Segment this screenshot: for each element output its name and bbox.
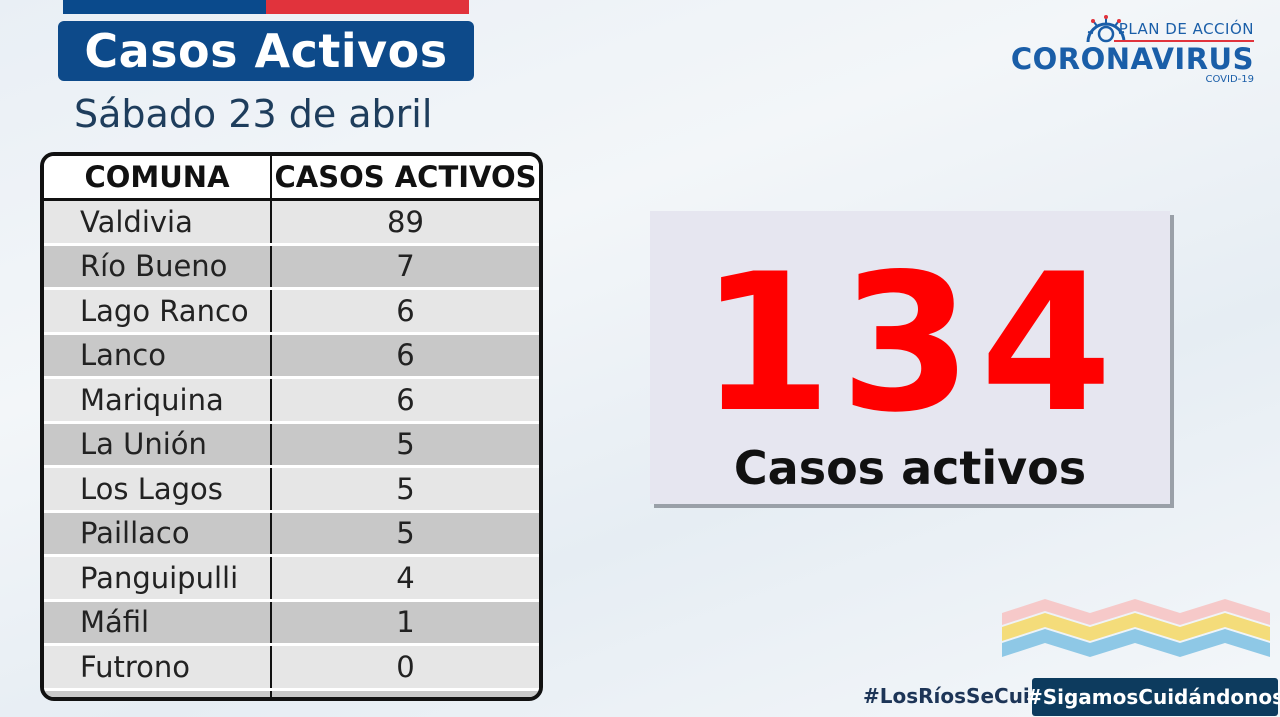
hashtag-sigamos: #SigamosCuidándonos — [1026, 678, 1280, 716]
cases-table-container: COMUNA CASOS ACTIVOS Valdivia 89 Río Bueno… — [40, 152, 543, 701]
casos-cell: 89 — [271, 199, 539, 246]
page-title: Casos Activos — [84, 24, 448, 78]
table-row: Máfil 1 — [44, 600, 539, 646]
title-banner: Casos Activos — [58, 21, 474, 81]
table-row: Corral0 — [44, 689, 539, 697]
table-row: Lago Ranco 6 — [44, 288, 539, 335]
total-active-cases: 134 — [699, 233, 1121, 454]
table-body: Valdivia 89 Río Bueno 7 Lago Ranco 6 Lanco 6 Mar… — [44, 199, 539, 697]
flag-bar — [63, 0, 469, 14]
date-subtitle: Sábado 23 de abril — [74, 92, 433, 136]
table-header-row: COMUNA CASOS ACTIVOS — [44, 156, 539, 201]
comuna-cell: Lago Ranco — [44, 288, 272, 335]
table-row: Río Bueno 7 — [44, 244, 539, 290]
coronavirus-logo: PLAN DE ACCIÓN CORONAVIRUS COVID-19 — [1011, 14, 1254, 85]
hashtag-los-rios: #LosRíosSeCuida — [863, 684, 1058, 708]
table-row: Mariquina 6 — [44, 377, 539, 424]
flag-blue-stripe — [63, 0, 266, 14]
comuna-cell: Río Bueno — [44, 244, 272, 290]
comuna-cell: Los Lagos — [44, 466, 272, 513]
logo-plan-text: PLAN DE ACCIÓN — [1118, 20, 1254, 38]
cases-table: COMUNA CASOS ACTIVOS Valdivia 89 Río Bueno… — [44, 156, 539, 697]
total-label: Casos activos — [733, 441, 1087, 495]
casos-cell: 5 — [271, 422, 539, 468]
column-header-comuna: COMUNA — [44, 156, 272, 201]
logo-divider — [1114, 40, 1254, 42]
regional-waves-graphic — [1002, 599, 1270, 657]
casos-cell: 0 — [271, 689, 539, 697]
table-row: La Unión 5 — [44, 422, 539, 468]
casos-cell: 6 — [271, 333, 539, 379]
comuna-cell: Paillaco — [44, 511, 272, 557]
table-row: Paillaco 5 — [44, 511, 539, 557]
casos-cell: 5 — [271, 466, 539, 513]
casos-cell: 6 — [271, 288, 539, 335]
casos-cell: 6 — [271, 377, 539, 424]
comuna-cell: La Unión — [44, 422, 272, 468]
table-row: Panguipulli 4 — [44, 555, 539, 602]
comuna-cell: Panguipulli — [44, 555, 272, 602]
comuna-cell: Lanco — [44, 333, 272, 379]
table-row: Lanco 6 — [44, 333, 539, 379]
casos-cell: 5 — [271, 511, 539, 557]
casos-cell: 4 — [271, 555, 539, 602]
flag-red-stripe — [266, 0, 469, 14]
comuna-cell: Futrono — [44, 644, 272, 691]
casos-cell: 7 — [271, 244, 539, 290]
virus-icon — [1086, 15, 1126, 43]
logo-coronavirus-text: CORONAVIRUS — [1010, 42, 1254, 76]
comuna-cell: Mariquina — [44, 377, 272, 424]
casos-cell: 1 — [271, 600, 539, 646]
table-row: Futrono 0 — [44, 644, 539, 691]
column-header-casos: CASOS ACTIVOS — [271, 156, 539, 201]
casos-cell: 0 — [271, 644, 539, 691]
comuna-cell: Corral — [44, 689, 272, 697]
table-row: Los Lagos 5 — [44, 466, 539, 513]
table-row: Valdivia 89 — [44, 199, 539, 246]
comuna-cell: Valdivia — [44, 199, 272, 246]
comuna-cell: Máfil — [44, 600, 272, 646]
total-card: 134 Casos activos — [650, 211, 1170, 504]
logo-covid-text: COVID-19 — [1205, 74, 1254, 85]
